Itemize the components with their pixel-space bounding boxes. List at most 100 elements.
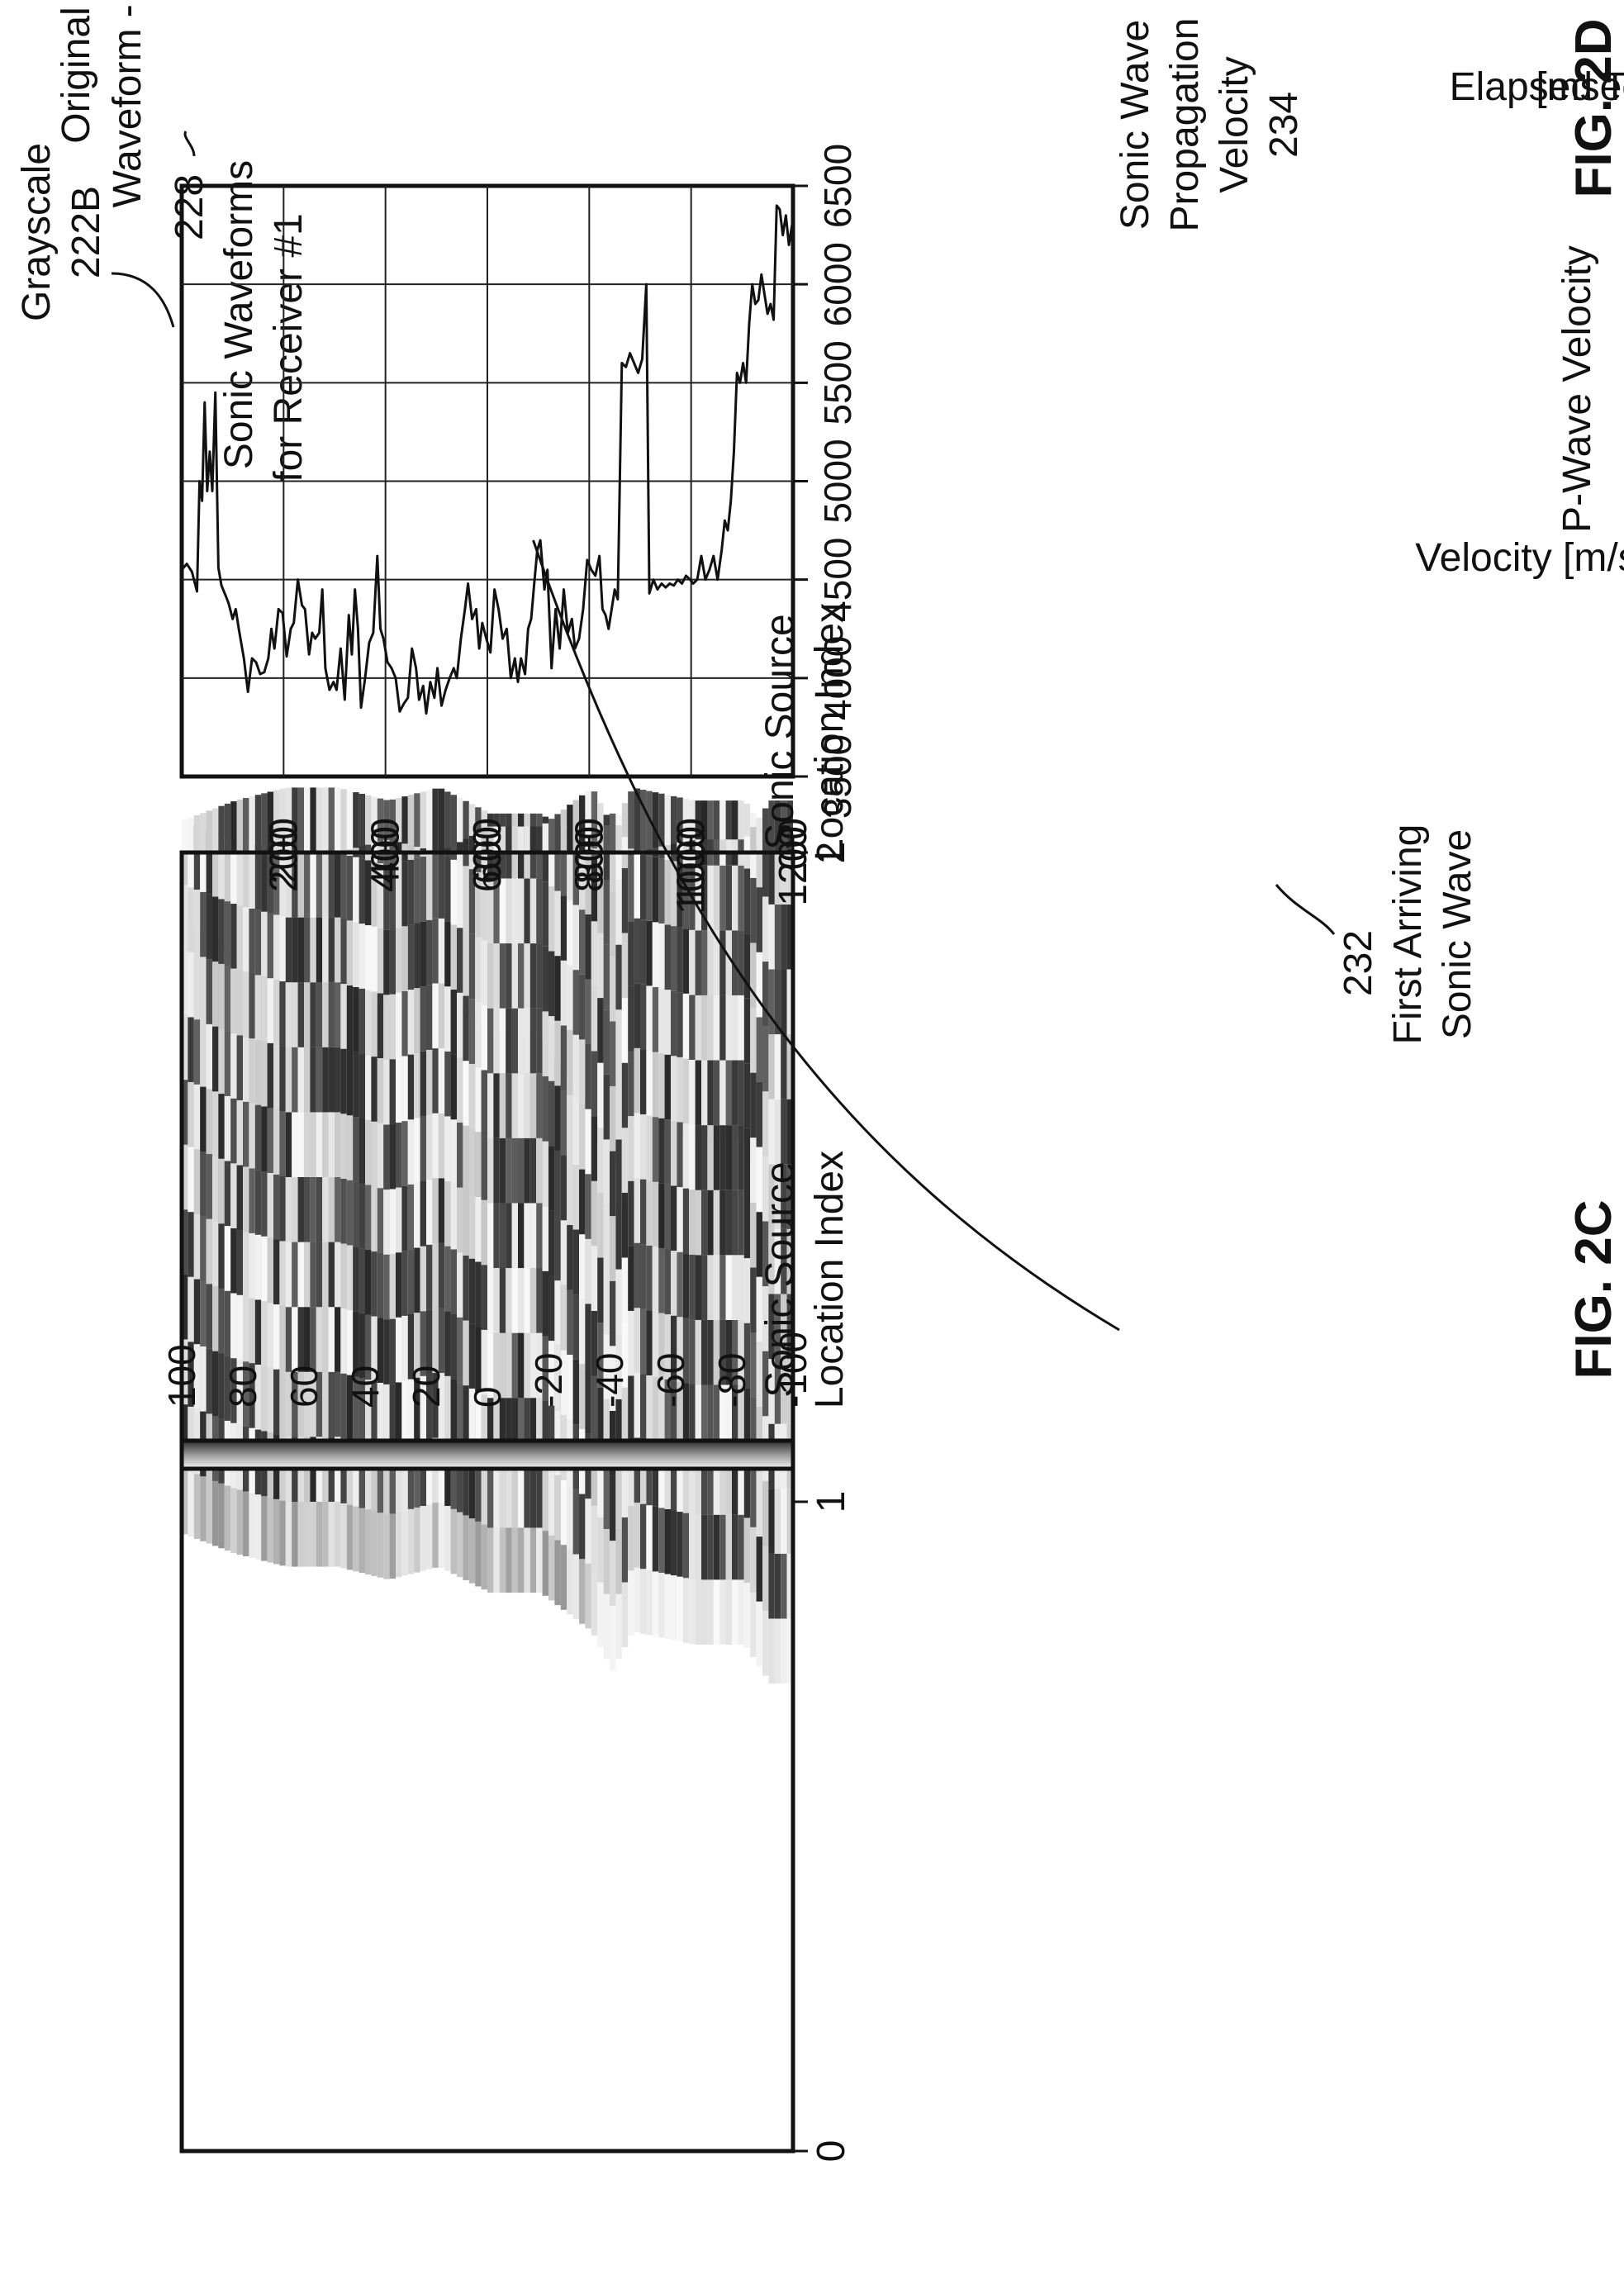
- heatmap-cell: [249, 908, 255, 974]
- heatmap-cell: [346, 1309, 354, 1375]
- heatmap-cell: [389, 929, 397, 995]
- heatmap-cell: [438, 983, 445, 1049]
- heatmap-cell: [353, 922, 359, 987]
- heatmap-cell: [732, 1060, 738, 1126]
- heatmap-cell: [316, 1242, 323, 1308]
- heatmap-cell: [591, 791, 598, 857]
- heatmap-cell: [359, 1053, 366, 1118]
- heatmap-cell: [297, 982, 305, 1047]
- heatmap-cell: [310, 1047, 316, 1113]
- heatmap-cell: [695, 1319, 701, 1385]
- heatmap-cell: [389, 994, 397, 1060]
- heatmap-cell: [524, 1268, 530, 1333]
- heatmap-cell: [664, 1508, 671, 1574]
- heatmap-cell: [621, 1192, 629, 1258]
- heatmap-cell: [536, 826, 543, 852]
- heatmap-cell: [511, 826, 518, 852]
- heatmap-cell: [279, 1241, 286, 1306]
- heatmap-cell: [610, 1216, 616, 1281]
- heatmap-cell: [389, 864, 397, 930]
- heatmap-cell: [335, 1307, 341, 1372]
- heatmap-cell: [407, 924, 415, 990]
- fig-2d-x-tick-label: 4500: [816, 537, 859, 621]
- heatmap-cell: [273, 1174, 280, 1240]
- fig-2d-x-tick-label: 5500: [816, 340, 859, 425]
- fig-2d-y-tick-label: 200: [262, 818, 306, 884]
- fig-2d: 200 400 600 800 1000 120035004000450050005500…: [179, 18, 1624, 1408]
- heatmap-cell: [335, 1112, 341, 1177]
- heatmap-cell: [725, 1384, 732, 1451]
- heatmap-cell: [444, 1246, 451, 1312]
- heatmap-cell: [396, 1187, 402, 1253]
- heatmap-cell: [401, 1185, 408, 1251]
- heatmap-cell: [756, 887, 762, 952]
- heatmap-cell: [254, 1234, 262, 1300]
- heatmap-cell: [579, 1039, 586, 1104]
- heatmap-cell: [756, 1081, 762, 1147]
- fig-2c-x-tick-label: 0: [810, 2140, 853, 2163]
- heatmap-cell: [487, 943, 494, 1009]
- heatmap-cell: [254, 845, 262, 910]
- heatmap-cell: [695, 995, 701, 1061]
- heatmap-cell: [524, 826, 530, 852]
- heatmap-cell: [261, 1041, 268, 1107]
- heatmap-cell: [468, 835, 476, 852]
- heatmap-cell: [267, 978, 274, 1043]
- heatmap-cell: [340, 984, 347, 1049]
- heatmap-cell: [774, 1294, 781, 1360]
- heatmap-cell: [719, 1384, 726, 1451]
- heatmap-cell: [230, 1163, 237, 1228]
- heatmap-cell: [725, 1514, 732, 1580]
- heatmap-cell: [738, 1190, 744, 1256]
- heatmap-cell: [750, 1527, 757, 1593]
- heatmap-cell: [713, 1255, 720, 1320]
- heatmap-cell: [401, 843, 408, 852]
- heatmap-cell: [579, 1234, 586, 1299]
- heatmap-cell: [481, 1135, 487, 1200]
- heatmap-cell: [621, 933, 629, 999]
- heatmap-cell: [572, 1034, 579, 1100]
- heatmap-cell: [536, 878, 543, 944]
- heatmap-cell: [529, 1137, 537, 1204]
- heatmap-cell: [567, 1160, 573, 1225]
- heatmap-cell: [468, 1388, 476, 1454]
- heatmap-cell: [542, 1206, 548, 1271]
- heatmap-cell: [499, 1332, 506, 1399]
- heatmap-cell: [756, 1017, 762, 1082]
- heatmap-cell: [768, 1553, 775, 1619]
- heatmap-cell: [432, 1113, 439, 1179]
- heatmap-cell: [335, 1371, 341, 1437]
- heatmap-cell: [432, 918, 439, 984]
- heatmap-cell: [335, 1242, 341, 1308]
- heatmap-cell: [774, 1553, 781, 1619]
- heatmap-cell: [475, 1456, 482, 1522]
- heatmap-cell: [297, 787, 305, 852]
- fig-2c-label: FIG. 2C: [1565, 1199, 1622, 1379]
- heatmap-cell: [267, 1042, 274, 1109]
- heatmap-cell: [762, 962, 769, 1027]
- heatmap-cell: [359, 1118, 366, 1184]
- heatmap-cell: [518, 1332, 525, 1399]
- heatmap-cell: [524, 1332, 530, 1399]
- heatmap-cell: [615, 1334, 622, 1399]
- heatmap-cell: [432, 788, 439, 854]
- heatmap-cell: [438, 1113, 445, 1179]
- heatmap-cell: [671, 1185, 677, 1251]
- heatmap-cell: [677, 1187, 683, 1252]
- heatmap-cell: [542, 823, 548, 852]
- heatmap-cell: [420, 1116, 427, 1182]
- heatmap-cell: [640, 1244, 647, 1309]
- heatmap-cell: [224, 1356, 231, 1421]
- heatmap-cell: [713, 1514, 720, 1580]
- heatmap-cell: [328, 982, 335, 1047]
- heatmap-cell: [188, 887, 194, 952]
- heatmap-cell: [285, 917, 292, 983]
- heatmap-cell: [212, 1286, 219, 1351]
- heatmap-cell: [695, 1514, 701, 1580]
- heatmap-cell: [432, 853, 439, 919]
- heatmap-cell: [243, 1232, 249, 1297]
- heatmap-cell: [548, 1080, 555, 1147]
- heatmap-cell: [652, 792, 659, 857]
- heatmap-cell: [444, 1375, 451, 1441]
- heatmap-cell: [310, 982, 316, 1047]
